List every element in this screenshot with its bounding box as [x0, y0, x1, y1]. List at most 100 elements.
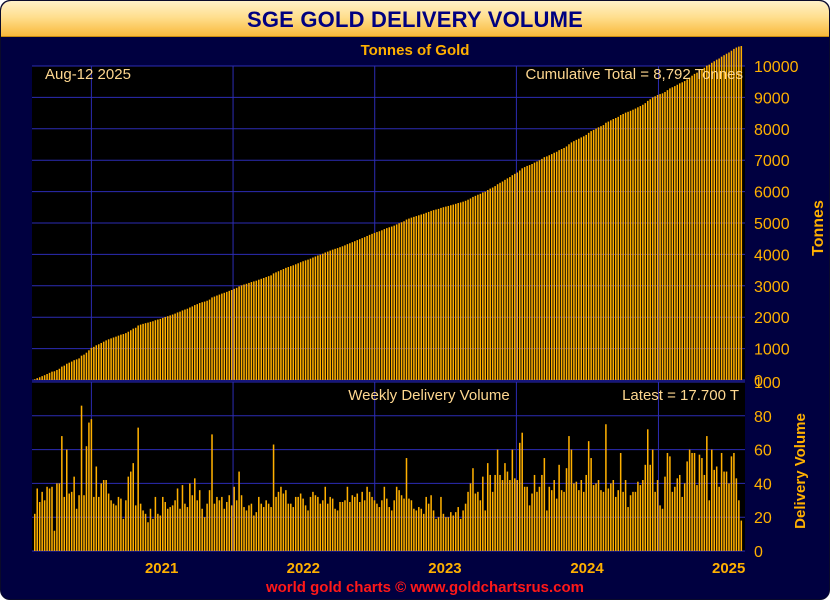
weekly-bar	[459, 518, 462, 551]
weekly-bar	[720, 452, 723, 551]
cumulative-bar	[201, 302, 203, 380]
weekly-bar	[46, 486, 48, 551]
cumulative-bar	[464, 200, 467, 380]
top-y-tick-label: 1000	[754, 342, 790, 359]
top-y-tick-label: 0	[754, 373, 763, 390]
cumulative-bar	[528, 165, 531, 380]
cumulative-bar	[597, 127, 600, 380]
cumulative-bar	[740, 46, 743, 380]
cumulative-bar	[226, 291, 228, 380]
bottom-y-tick-label: 60	[754, 443, 772, 460]
weekly-bar	[501, 480, 504, 551]
cumulative-bar	[112, 337, 115, 380]
weekly-bar	[649, 464, 651, 551]
cumulative-bar	[715, 59, 718, 380]
weekly-bar	[317, 496, 319, 551]
weekly-bar	[740, 520, 743, 551]
cumulative-bar	[713, 61, 715, 380]
cumulative-bar	[432, 210, 435, 380]
cumulative-bar	[169, 315, 171, 380]
weekly-bar	[186, 507, 189, 551]
weekly-bar	[351, 495, 354, 551]
cumulative-bar	[245, 283, 248, 380]
weekly-bar	[144, 513, 147, 551]
weekly-bar	[691, 452, 693, 551]
weekly-bar	[489, 474, 491, 551]
weekly-bar	[127, 476, 130, 551]
cumulative-bar	[405, 219, 408, 380]
cumulative-bar	[314, 256, 317, 380]
cumulative-bar	[573, 141, 575, 380]
weekly-bar	[637, 481, 639, 551]
cumulative-bar	[329, 250, 331, 380]
cumulative-bar	[317, 255, 319, 380]
cumulative-bar	[181, 310, 184, 380]
cumulative-bar	[162, 317, 164, 380]
cumulative-bar	[415, 216, 418, 380]
cumulative-bar	[107, 339, 110, 380]
cumulative-bar	[322, 253, 324, 380]
weekly-bar	[523, 486, 526, 551]
cumulative-bar	[270, 275, 272, 380]
weekly-bar	[243, 507, 245, 551]
cumulative-bar	[634, 108, 637, 380]
cumulative-bar	[649, 99, 651, 380]
weekly-bar	[696, 485, 698, 551]
weekly-bar	[590, 458, 592, 551]
weekly-bar	[661, 508, 664, 551]
weekly-bar	[356, 493, 359, 551]
cumulative-bar	[514, 173, 516, 380]
weekly-bar	[410, 500, 413, 551]
cumulative-bar	[600, 126, 602, 380]
weekly-bar	[518, 442, 521, 551]
top-y-tick-label: 8000	[754, 122, 790, 139]
cumulative-bar	[479, 193, 482, 380]
cumulative-bar	[255, 280, 258, 380]
weekly-bar	[61, 436, 63, 551]
weekly-bar	[445, 517, 447, 551]
cumulative-bar	[100, 343, 102, 380]
top-y-tick-label: 10000	[754, 59, 799, 76]
weekly-bar	[235, 500, 238, 551]
cumulative-bar	[147, 322, 149, 380]
weekly-bar	[425, 496, 427, 551]
cumulative-bar	[602, 125, 605, 380]
cumulative-bar	[233, 288, 235, 380]
weekly-bar	[639, 485, 642, 551]
weekly-bar	[570, 449, 573, 551]
weekly-bar	[398, 490, 400, 551]
cumulative-bar	[678, 83, 681, 380]
weekly-bar	[568, 436, 570, 551]
cumulative-bar	[538, 160, 541, 380]
cumulative-bar	[258, 279, 260, 380]
weekly-bar	[464, 503, 467, 551]
weekly-bar	[354, 496, 356, 551]
cumulative-bar	[703, 67, 706, 380]
weekly-bar	[41, 491, 43, 551]
cumulative-bar	[304, 260, 307, 380]
weekly-bar	[437, 517, 440, 551]
cumulative-bar	[198, 303, 201, 380]
weekly-bar	[70, 491, 73, 551]
cumulative-bar	[277, 271, 280, 380]
cumulative-bar	[110, 338, 112, 380]
weekly-bar	[132, 463, 134, 551]
weekly-bar	[432, 510, 435, 551]
weekly-bar	[361, 491, 363, 551]
weekly-bar	[157, 513, 159, 551]
weekly-bar	[656, 480, 659, 551]
weekly-bar	[371, 496, 373, 551]
weekly-bar	[506, 471, 509, 551]
weekly-bar	[349, 501, 351, 551]
weekly-bar	[277, 491, 280, 551]
weekly-bar	[184, 503, 186, 551]
cumulative-bar	[536, 161, 538, 380]
cumulative-bar	[349, 243, 351, 380]
weekly-bar	[378, 507, 381, 551]
weekly-bar	[233, 486, 235, 551]
weekly-bar	[376, 503, 378, 551]
cumulative-bar	[548, 155, 551, 380]
weekly-bar	[159, 515, 162, 551]
weekly-bar	[538, 486, 541, 551]
weekly-bar	[555, 498, 558, 551]
